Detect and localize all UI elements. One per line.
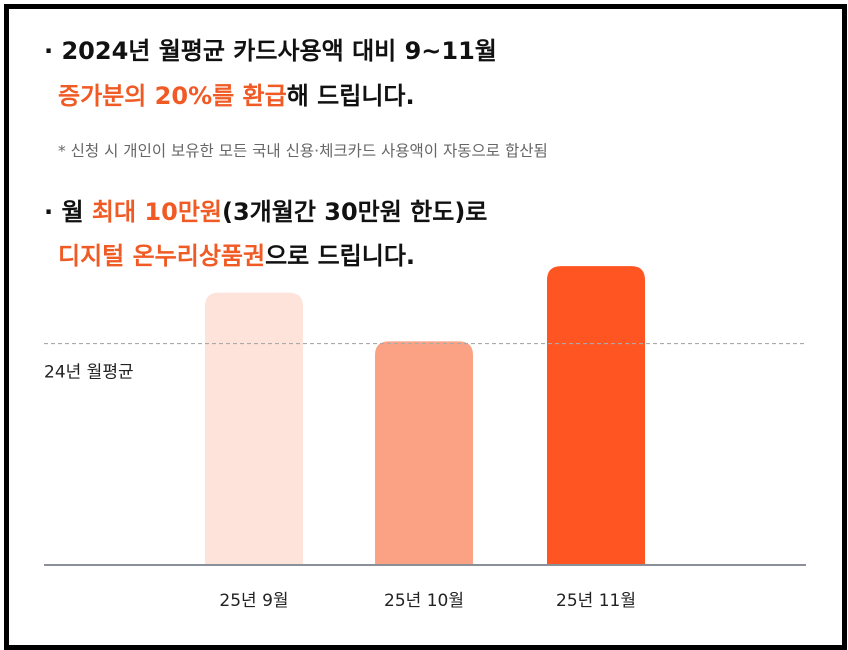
bullet: ·	[44, 198, 54, 226]
headline2-line1: · 월 최대 10만원(3개월간 30만원 한도)로	[44, 197, 487, 227]
headline2-line2-highlight: 디지털 온누리상품권	[58, 242, 266, 270]
bar-2	[375, 341, 473, 565]
headline2-highlight: 최대 10만원	[91, 198, 222, 226]
bar-1	[205, 292, 303, 565]
headline1-text: 2024년 월평균 카드사용액 대비 9~11월	[61, 37, 497, 65]
reference-label: 24년 월평균	[44, 363, 134, 383]
bullet: ·	[44, 37, 54, 65]
headline1-line2: 증가분의 20%를 환급해 드립니다.	[58, 81, 415, 111]
x-tick-label: 25년 10월	[384, 591, 464, 611]
headline1-highlight: 증가분의 20%를 환급	[58, 82, 287, 110]
headline2-line2: 디지털 온누리상품권으로 드립니다.	[58, 241, 415, 271]
bar-3	[547, 266, 645, 565]
x-tick-label: 25년 11월	[556, 591, 636, 611]
headline1-rest: 해 드립니다.	[286, 82, 415, 110]
headline2-pre: 월	[61, 198, 92, 226]
footnote: * 신청 시 개인이 보유한 모든 국내 신용·체크카드 사용액이 자동으로 합…	[58, 142, 548, 160]
headline2-line2-rest: 으로 드립니다.	[265, 242, 416, 270]
headline1-line1: · 2024년 월평균 카드사용액 대비 9~11월	[44, 36, 497, 66]
headline2-rest: (3개월간 30만원 한도)로	[222, 198, 488, 226]
x-tick-label: 25년 9월	[219, 591, 288, 611]
